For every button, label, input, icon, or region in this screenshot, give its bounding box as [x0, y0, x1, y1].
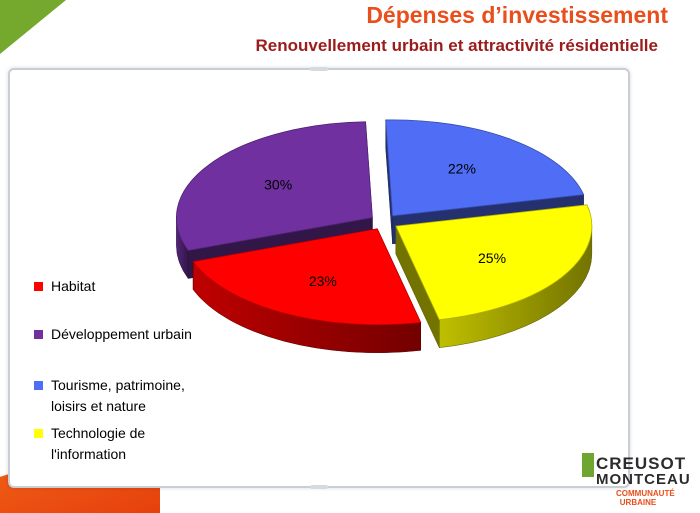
legend-swatch: [34, 381, 43, 390]
legend-item: Tourisme, patrimoine, loisirs et nature: [34, 375, 185, 417]
pie-slice: [385, 119, 585, 217]
logo-text-line2: MONTCEAU: [596, 471, 691, 488]
pie-data-label: 23%: [309, 273, 337, 289]
legend-swatch: [34, 282, 43, 291]
legend-label: Habitat: [51, 276, 95, 297]
page-subtitle: Renouvellement urbain et attractivité ré…: [255, 36, 658, 55]
creusot-montceau-logo: CREUSOT MONTCEAU COMMUNAUTÉ URBAINE: [582, 453, 694, 511]
legend-label-line: Tourisme, patrimoine,: [51, 377, 185, 393]
frame-handle-bottom: [310, 485, 328, 489]
frame-handle-top: [310, 67, 328, 71]
pie-tops: [175, 119, 593, 326]
legend-item: Développement urbain: [34, 324, 192, 345]
logo-text-line1: CREUSOT: [596, 454, 687, 473]
legend-label-line: Habitat: [51, 278, 96, 294]
legend-swatch: [34, 429, 43, 438]
legend-label: Technologie de l'information: [51, 423, 145, 465]
legend-label: Tourisme, patrimoine, loisirs et nature: [51, 375, 185, 417]
pie-slice: [395, 204, 593, 321]
pie-data-label: 22%: [448, 161, 476, 177]
logo-text-line3a: COMMUNAUTÉ: [616, 489, 675, 498]
legend-label: Développement urbain: [51, 324, 192, 345]
pie-slice: [175, 121, 373, 251]
pie-data-label: 25%: [478, 250, 506, 266]
corner-decoration-green: [0, 0, 66, 54]
pie-data-labels: 22% 25% 23% 30%: [264, 161, 506, 289]
pie-data-label: 30%: [264, 176, 292, 192]
logo-text-line3b: URBAINE: [619, 498, 657, 507]
pie-slice: [192, 228, 422, 326]
logo-text-line3: COMMUNAUTÉ URBAINE: [616, 489, 675, 507]
legend-label-line: Technologie de: [51, 425, 146, 441]
legend-label-line: loisirs et nature: [51, 398, 146, 414]
legend-item: Technologie de l'information: [34, 423, 145, 465]
legend-swatch: [34, 330, 43, 339]
legend-label-line: Développement urbain: [51, 326, 192, 342]
page-title: Dépenses d’investissement: [366, 2, 668, 28]
legend-label-line: l'information: [51, 446, 127, 462]
legend-item: Habitat: [34, 276, 95, 297]
logo-mark: [582, 453, 594, 477]
